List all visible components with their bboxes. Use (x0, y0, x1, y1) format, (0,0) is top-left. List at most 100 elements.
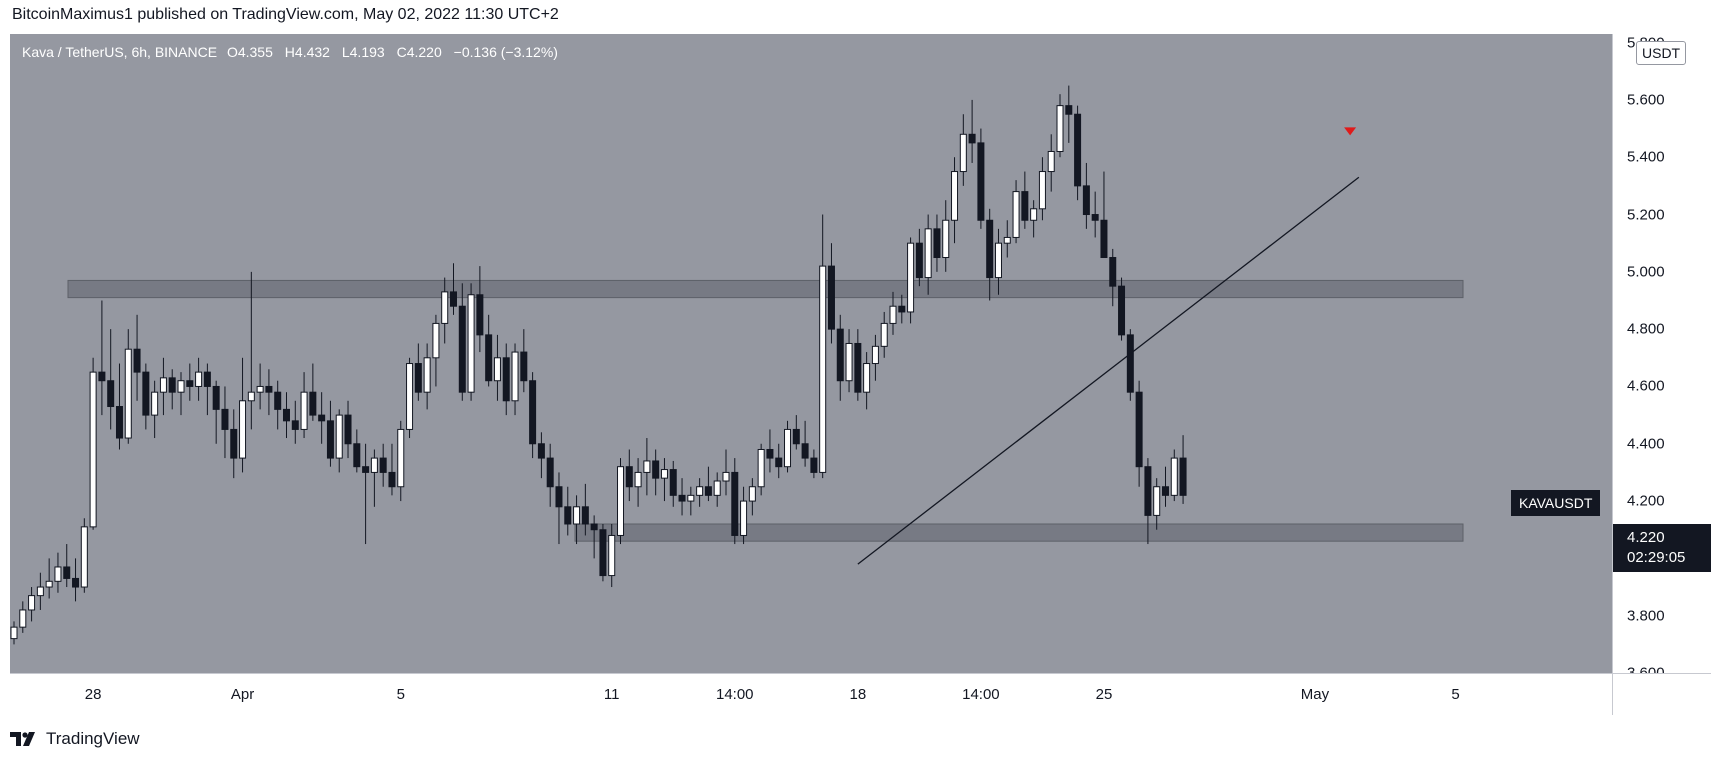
price-tick-label: 4.200 (1627, 492, 1665, 510)
candle-bear (168, 377, 176, 393)
candle-bear (766, 448, 774, 459)
candle-bear (98, 371, 106, 382)
currency-badge[interactable]: USDT (1636, 41, 1687, 65)
plot-area[interactable]: Kava / TetherUS, 6h, BINANCE O4.355 H4.4… (10, 34, 1612, 673)
brand-text: TradingView (46, 729, 140, 748)
candle-bear (915, 242, 923, 279)
legend-close-key: C (396, 44, 407, 60)
candle-bear (458, 305, 466, 393)
candle-bear (1126, 334, 1134, 393)
candle-bull (335, 414, 343, 459)
candle-bull (423, 357, 431, 393)
candle-bull (36, 586, 44, 597)
candle-bull (924, 228, 932, 279)
candle-bull (406, 363, 414, 430)
candle-bear (1179, 457, 1187, 496)
candle-bear (1065, 105, 1073, 115)
candle-bear (977, 142, 985, 221)
candle-bear (309, 391, 317, 416)
price-axis[interactable]: 3.6003.8004.0004.2004.4004.6004.8005.000… (1612, 34, 1711, 673)
candle-bear (810, 457, 818, 473)
candle-bull (740, 500, 748, 536)
legend-low-key: L (341, 44, 350, 60)
candle-bear (212, 385, 220, 410)
candle-bear (230, 428, 238, 459)
candle-bull (159, 377, 167, 393)
candle-bear (1118, 285, 1126, 336)
price-tick-label: 3.800 (1627, 607, 1665, 625)
time-axis[interactable]: 28 Apr 5 11 14:00 18 14:00 25 May 5 (10, 673, 1612, 715)
chart-frame[interactable]: Kava / TetherUS, 6h, BINANCE O4.355 H4.4… (10, 34, 1711, 715)
candle-bear (291, 420, 299, 430)
candle-bull (880, 322, 888, 347)
candle-bull (608, 534, 616, 577)
time-tick-label: May (1300, 686, 1330, 703)
candle-bull (994, 242, 1002, 279)
candle-bull (1003, 236, 1011, 244)
last-price-value: 4.220 (1627, 529, 1665, 546)
candle-bear (221, 408, 229, 430)
candle-bull (889, 305, 897, 324)
candle-bear (186, 380, 194, 387)
candle-bear (1021, 191, 1029, 221)
time-tick-label: 5 (396, 686, 405, 703)
candle-bear (362, 466, 370, 473)
candle-bear (63, 566, 71, 579)
time-tick-label: 11 (603, 686, 620, 703)
candle-bear (414, 363, 422, 393)
candle-bear (599, 529, 607, 577)
candle-bear (775, 457, 783, 468)
candle-bull (441, 291, 449, 324)
candle-bear (590, 523, 598, 531)
candle-bull (467, 294, 475, 393)
price-tick-label: 5.000 (1627, 263, 1665, 281)
candle-bull (54, 566, 62, 582)
candle-bear (133, 348, 141, 373)
candle-bull (28, 595, 36, 611)
candle-bear (986, 219, 994, 279)
candle-bull (432, 322, 440, 359)
candle-bull (819, 265, 827, 473)
candle-bear (502, 357, 510, 402)
candle-bull (177, 380, 185, 393)
price-tick-label: 3.600 (1627, 664, 1665, 674)
ohlc-legend: Kava / TetherUS, 6h, BINANCE O4.355 H4.4… (22, 44, 564, 60)
candle-bear (203, 371, 211, 387)
candle-bull (493, 357, 501, 382)
candle-bull (397, 428, 405, 488)
candle-bull (863, 363, 871, 393)
candle-bear (353, 443, 361, 468)
candle-bull (1153, 486, 1161, 516)
legend-change: −0.136 (−3.12%) (453, 44, 558, 60)
price-chart-svg[interactable] (10, 34, 1612, 673)
candle-bear (1144, 466, 1152, 516)
legend-close-value: 4.220 (406, 44, 442, 60)
candle-bear (581, 506, 589, 525)
candle-bull (1038, 171, 1046, 210)
candle-bear (854, 342, 862, 393)
candle-bear (1082, 185, 1090, 216)
candle-bear (72, 577, 80, 588)
time-tick-label: 14:00 (962, 686, 1000, 703)
candle-bull (1056, 105, 1064, 152)
candle-bear (933, 228, 941, 259)
legend-high-value: 4.432 (294, 44, 330, 60)
candle-bull (1170, 457, 1178, 496)
candle-bull (660, 469, 668, 479)
candle-bull (713, 480, 721, 496)
candle-bear (318, 414, 326, 422)
candle-bear (379, 457, 387, 473)
candle-bear (704, 486, 712, 496)
candle-bear (1135, 391, 1143, 468)
candle-bull (907, 242, 915, 313)
candle-bear (1100, 219, 1108, 259)
candle-bull (1012, 191, 1020, 238)
candle-bear (555, 486, 563, 508)
candle-bull (871, 345, 879, 365)
time-tick-label: Apr (230, 686, 255, 703)
candle-bear (1091, 214, 1099, 221)
candle-bull (942, 219, 950, 259)
candle-bear (326, 420, 334, 459)
candle-bear (792, 428, 800, 445)
legend-open-key: O (226, 44, 238, 60)
